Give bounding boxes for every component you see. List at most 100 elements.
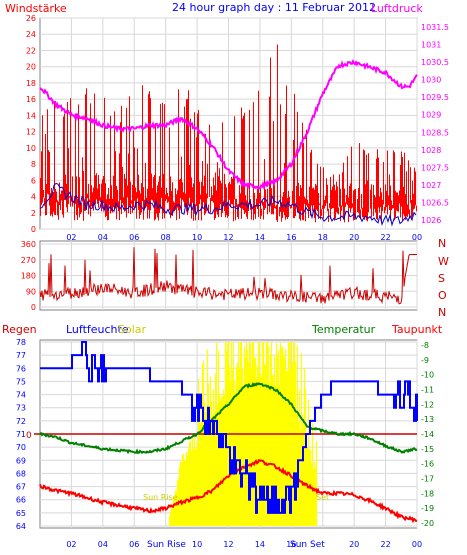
temperature-y-tick-label: -10 [421, 371, 434, 380]
wind-y-tick-label: 8 [31, 160, 36, 169]
wind-y-tick-label: 16 [26, 95, 36, 104]
temperature-y-tick-label: -12 [421, 400, 434, 409]
pressure-y-tick-label: 1031 [421, 40, 441, 49]
climate-x-tick-label: 16 [286, 540, 296, 549]
pressure-y-tick-label: 1030.5 [421, 58, 449, 67]
pressure-y-tick-label: 1031.5 [421, 23, 449, 32]
temperature-y-tick-label: -15 [421, 445, 434, 454]
pressure-axis-title: Luftdruck [371, 2, 423, 15]
rain-value-label: 0 [26, 431, 32, 441]
temperature-y-tick-label: -13 [421, 415, 434, 424]
dewpoint-line [39, 458, 418, 524]
temperature-y-tick-label: -9 [421, 356, 429, 365]
climate-x-tick-label: 14 [255, 540, 265, 549]
rain-axis-title: Regen [2, 323, 37, 336]
humidity-y-tick-label: 73 [16, 404, 26, 413]
temperature-y-tick-label: -16 [421, 460, 434, 469]
climate-x-tick-label: 02 [66, 540, 76, 549]
temperature-y-ticks: -8 -9 -10 -11 -12 -13 -14 -15 -16 -17 -18 -19 -20 [421, 341, 434, 528]
wind-x-tick-label: 18 [318, 233, 328, 242]
humidity-series [40, 341, 418, 514]
pressure-y-tick-label: 1027.5 [421, 163, 449, 172]
wind-x-tick-label: 14 [255, 233, 265, 242]
wind-y-tick-label: 24 [26, 30, 36, 39]
climate-x-ticks: 02 04 06 10 12 14 16 20 22 00 [66, 540, 422, 549]
pressure-y-tick-label: 1029.5 [421, 93, 449, 102]
compass-n-bottom: N [438, 306, 446, 319]
humidity-y-tick-label: 65 [16, 509, 26, 518]
sun-rise-plot-label: Sun Rise [143, 493, 178, 502]
direction-y-tick-label: 0 [31, 303, 36, 312]
humidity-y-tick-label: 74 [16, 391, 26, 400]
temperature-y-tick-label: -18 [421, 489, 434, 498]
humidity-y-tick-label: 72 [16, 417, 26, 426]
climate-x-tick-label: 00 [412, 540, 422, 549]
wind-x-tick-label: 10 [192, 233, 202, 242]
wind-y-tick-label: 4 [31, 193, 36, 202]
compass-o: O [438, 289, 447, 302]
temperature-y-tick-label: -14 [421, 430, 434, 439]
compass-w: W [438, 255, 449, 268]
direction-line [39, 247, 417, 305]
direction-y-tick-label: 360 [21, 240, 36, 249]
humidity-y-tick-label: 67 [16, 483, 26, 492]
wind-y-tick-label: 22 [26, 46, 36, 55]
sun-set-axis-label: Sun Set [290, 540, 325, 550]
pressure-y-tick-label: 1026.5 [421, 199, 449, 208]
climate-x-tick-label: 12 [223, 540, 233, 549]
wind-y-tick-label: 18 [26, 79, 36, 88]
wind-y-tick-label: 10 [26, 144, 36, 153]
climate-x-tick-label: 04 [98, 540, 108, 549]
wind-x-tick-label: 12 [223, 233, 233, 242]
direction-series [39, 247, 417, 305]
temperature-y-tick-label: -17 [421, 475, 434, 484]
temperature-line [39, 382, 418, 455]
humidity-y-tick-label: 64 [16, 522, 26, 531]
humidity-y-tick-label: 68 [16, 469, 26, 478]
climate-x-tick-label: 10 [192, 540, 202, 549]
sun-rise-axis-label: Sun Rise [147, 540, 186, 550]
humidity-y-ticks: 64 65 66 67 68 69 70 71 72 73 74 75 76 77 78 [16, 338, 26, 531]
climate-x-tick-label: 06 [129, 540, 139, 549]
direction-y-tick-label: 180 [21, 272, 36, 281]
wind-average-line [39, 182, 417, 227]
wind-y-tick-label: 2 [31, 209, 36, 218]
climate-x-tick-label: 22 [380, 540, 390, 549]
temperature-y-tick-label: -20 [421, 519, 434, 528]
wind-x-tick-label: 16 [286, 233, 296, 242]
pressure-line [39, 58, 418, 190]
wind-x-ticks: 02 04 06 08 10 12 14 16 18 20 22 00 [66, 233, 422, 242]
pressure-y-tick-label: 1029 [421, 111, 441, 120]
wind-x-tick-label: 22 [380, 233, 390, 242]
wind-x-tick-label: 06 [129, 233, 139, 242]
dewpoint-axis-title: Taupunkt [391, 323, 443, 336]
humidity-y-tick-label: 75 [16, 377, 26, 386]
pressure-y-tick-label: 1027 [421, 181, 441, 190]
wind-y-tick-label: 20 [26, 63, 36, 72]
direction-y-tick-label: 270 [21, 256, 36, 265]
wind-y-tick-label: 0 [31, 225, 36, 234]
temperature-y-tick-label: -11 [421, 385, 434, 394]
compass-labels: N W S O N [438, 237, 449, 319]
compass-s: S [438, 272, 445, 285]
wind-x-tick-label: 02 [66, 233, 76, 242]
wind-x-tick-label: 00 [412, 233, 422, 242]
wind-y-tick-label: 6 [31, 176, 36, 185]
climate-x-tick-label: 20 [349, 540, 359, 549]
pressure-y-tick-label: 1028.5 [421, 128, 449, 137]
pressure-y-tick-label: 1028 [421, 146, 441, 155]
temperature-y-tick-label: -8 [421, 341, 429, 350]
temperature-y-tick-label: -19 [421, 504, 434, 513]
humidity-line [40, 341, 418, 514]
wind-y-tick-label: 12 [26, 128, 36, 137]
pressure-y-tick-label: 1026 [421, 216, 441, 225]
compass-n-top: N [438, 237, 446, 250]
humidity-y-tick-label: 66 [16, 496, 26, 505]
humidity-axis-title: Luftfeuchte [66, 323, 129, 336]
temperature-series [39, 382, 418, 455]
wind-x-tick-label: 08 [161, 233, 171, 242]
pressure-series [39, 58, 418, 190]
wind-x-tick-label: 20 [349, 233, 359, 242]
